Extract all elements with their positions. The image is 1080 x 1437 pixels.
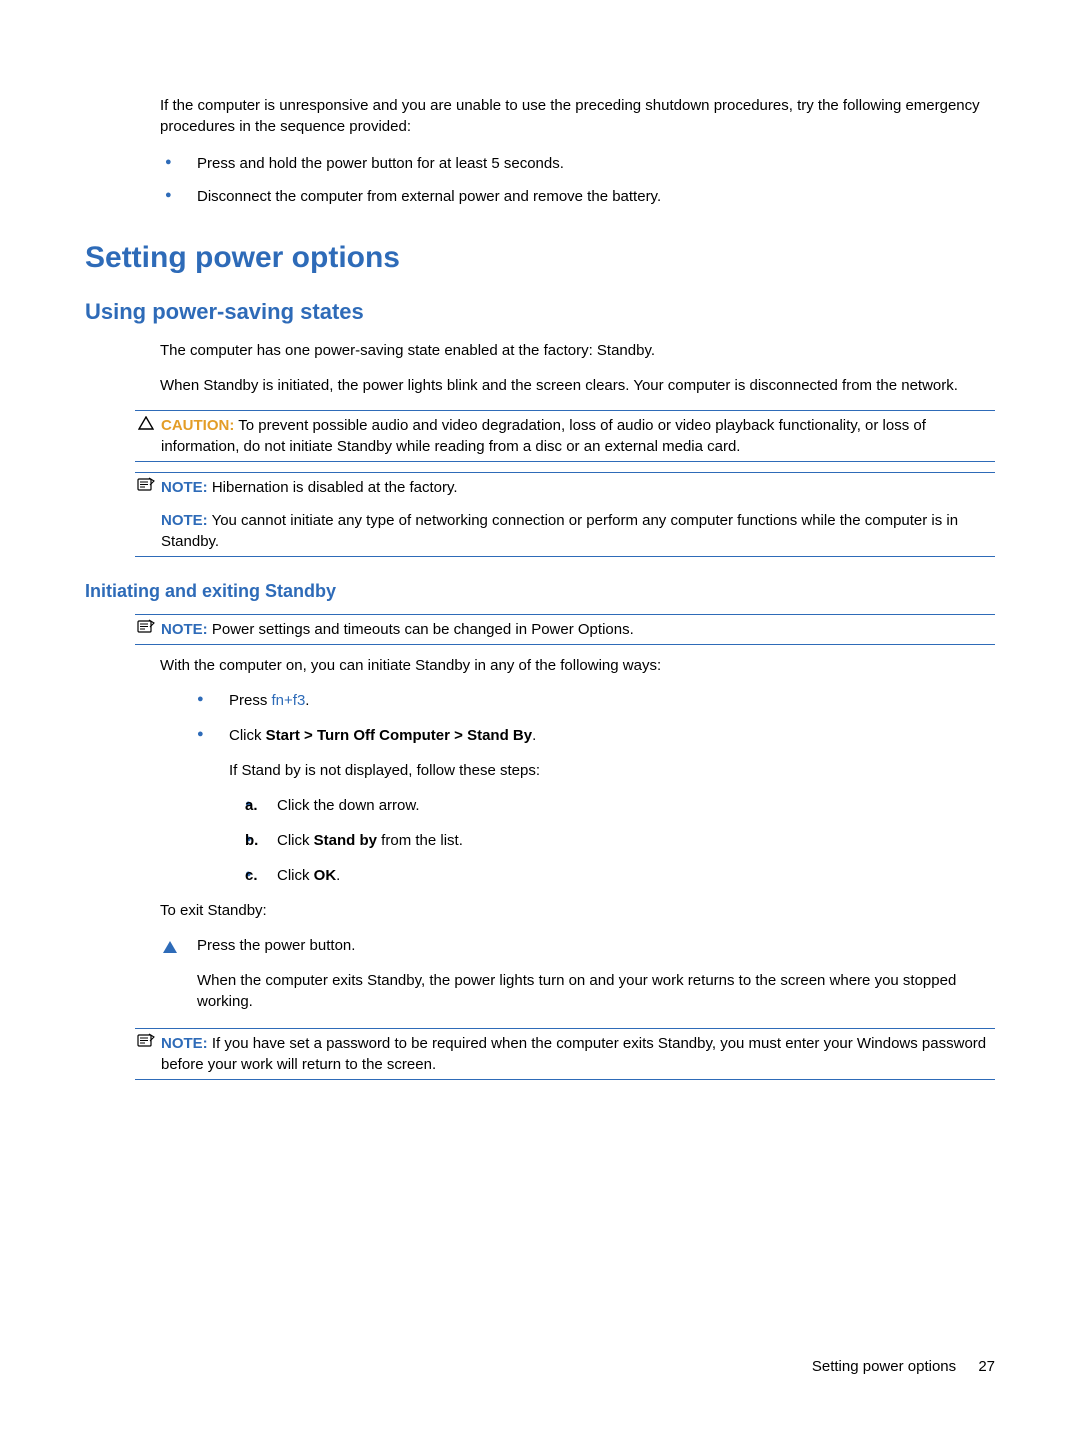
text: . (336, 867, 340, 884)
menu-path: Start > Turn Off Computer > Stand By (266, 727, 532, 744)
text: Click (277, 832, 314, 849)
emergency-procedures-list: Press and hold the power button for at l… (165, 153, 995, 207)
note-callout: NOTE: Hibernation is disabled at the fac… (135, 472, 995, 557)
note-callout: NOTE: If you have set a password to be r… (135, 1028, 995, 1080)
caution-icon (135, 415, 157, 436)
body-paragraph: With the computer on, you can initiate S… (160, 655, 995, 676)
text: Press (229, 692, 272, 709)
note-label: NOTE: (161, 479, 208, 496)
exit-standby-list: Press the power button. When the compute… (165, 935, 995, 1012)
list-item: Press fn+f3. (197, 690, 995, 711)
text: . (532, 727, 536, 744)
note-text: Hibernation is disabled at the factory. (212, 479, 458, 496)
sub-paragraph: When the computer exits Standby, the pow… (197, 970, 995, 1012)
text: . (305, 692, 309, 709)
note-callout: NOTE: Power settings and timeouts can be… (135, 614, 995, 645)
footer-section-title: Setting power options (812, 1358, 956, 1375)
note-text: You cannot initiate any type of networki… (161, 512, 958, 550)
step-item: b. Click Stand by from the list. (245, 830, 995, 851)
step-item: c. Click OK. (245, 865, 995, 886)
heading-3: Initiating and exiting Standby (85, 579, 995, 604)
list-item: Click Start > Turn Off Computer > Stand … (197, 725, 995, 886)
text: Click (229, 727, 266, 744)
triangle-icon (163, 938, 177, 959)
caution-text: To prevent possible audio and video degr… (161, 417, 926, 455)
note-label: NOTE: (161, 1035, 208, 1052)
list-item: Disconnect the computer from external po… (165, 186, 995, 207)
heading-1: Setting power options (85, 237, 995, 279)
body-paragraph: To exit Standby: (160, 900, 995, 921)
step-text: Click the down arrow. (277, 797, 420, 814)
bold-text: Stand by (314, 832, 377, 849)
initiate-standby-list: Press fn+f3. Click Start > Turn Off Comp… (197, 690, 995, 886)
note-text: Power settings and timeouts can be chang… (212, 621, 634, 638)
body-paragraph: The computer has one power-saving state … (160, 340, 995, 361)
step-marker: b. (245, 830, 258, 851)
note-icon (135, 1033, 157, 1054)
note-icon (135, 477, 157, 498)
steps-list: a. Click the down arrow. b. Click Stand … (245, 795, 995, 886)
text: Press the power button. (197, 937, 355, 954)
note-label: NOTE: (161, 512, 208, 529)
heading-2: Using power-saving states (85, 297, 995, 328)
caution-callout: CAUTION: To prevent possible audio and v… (135, 410, 995, 462)
caution-label: CAUTION: (161, 417, 234, 434)
page-number: 27 (978, 1358, 995, 1375)
step-item: a. Click the down arrow. (245, 795, 995, 816)
page-footer: Setting power options 27 (812, 1356, 995, 1377)
note-icon (135, 619, 157, 640)
sub-paragraph: If Stand by is not displayed, follow the… (229, 760, 995, 781)
body-paragraph: When Standby is initiated, the power lig… (160, 375, 995, 396)
list-item: Press and hold the power button for at l… (165, 153, 995, 174)
text: Click (277, 867, 314, 884)
bold-text: OK (314, 867, 337, 884)
note-text: If you have set a password to be require… (161, 1035, 986, 1073)
step-marker: c. (245, 865, 258, 886)
keyboard-shortcut-link[interactable]: fn+f3 (272, 692, 306, 709)
list-item: Press the power button. When the compute… (165, 935, 995, 1012)
note-label: NOTE: (161, 621, 208, 638)
text: from the list. (377, 832, 463, 849)
step-marker: a. (245, 795, 258, 816)
intro-paragraph: If the computer is unresponsive and you … (160, 95, 995, 137)
